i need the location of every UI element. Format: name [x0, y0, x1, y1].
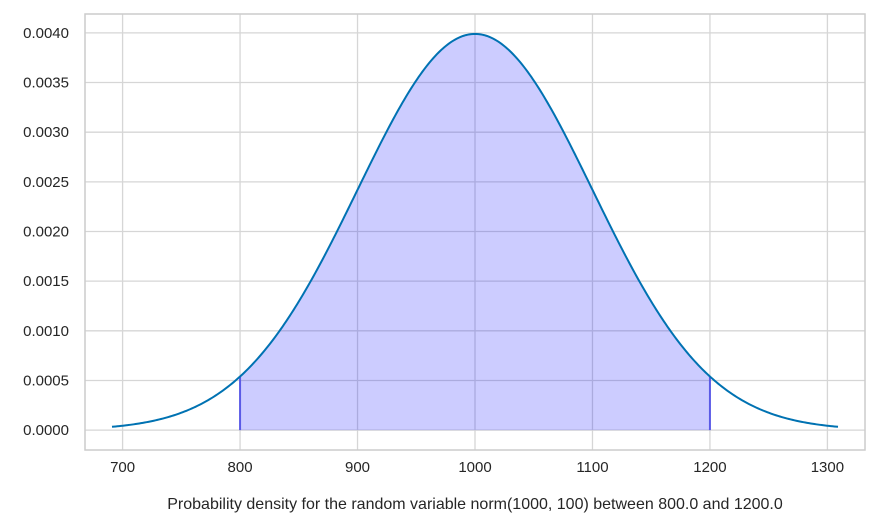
y-gridlines [85, 32, 865, 431]
x-tick-label: 800 [228, 459, 253, 476]
x-tick-label: 900 [345, 459, 370, 476]
y-tick-label: 0.0040 [23, 25, 69, 42]
y-tick-label: 0.0035 [23, 75, 69, 92]
x-tick-label: 1200 [693, 459, 726, 476]
y-tick-labels: 0.0000 0.0005 0.0010 0.0015 0.0020 0.0025 0.00… [23, 25, 69, 439]
x-tick-labels: 700 800 900 1000 1100 1200 1300 [110, 459, 844, 476]
density-curve [111, 32, 839, 428]
y-tick-label: 0.0000 [23, 422, 69, 439]
x-axis-label: Probability density for the random varia… [167, 496, 783, 513]
shaded-interval-area [240, 33, 710, 431]
y-tick-label: 0.0020 [23, 224, 69, 241]
y-tick-label: 0.0010 [23, 323, 69, 340]
x-tick-label: 700 [110, 459, 135, 476]
plot-frame [84, 13, 866, 451]
y-tick-label: 0.0015 [23, 273, 69, 290]
y-tick-label: 0.0005 [23, 372, 69, 389]
y-tick-label: 0.0025 [23, 174, 69, 191]
x-tick-label: 1000 [458, 459, 491, 476]
x-tick-label: 1100 [576, 459, 608, 476]
y-tick-label: 0.0030 [23, 124, 69, 141]
x-tick-label: 1300 [811, 459, 844, 476]
